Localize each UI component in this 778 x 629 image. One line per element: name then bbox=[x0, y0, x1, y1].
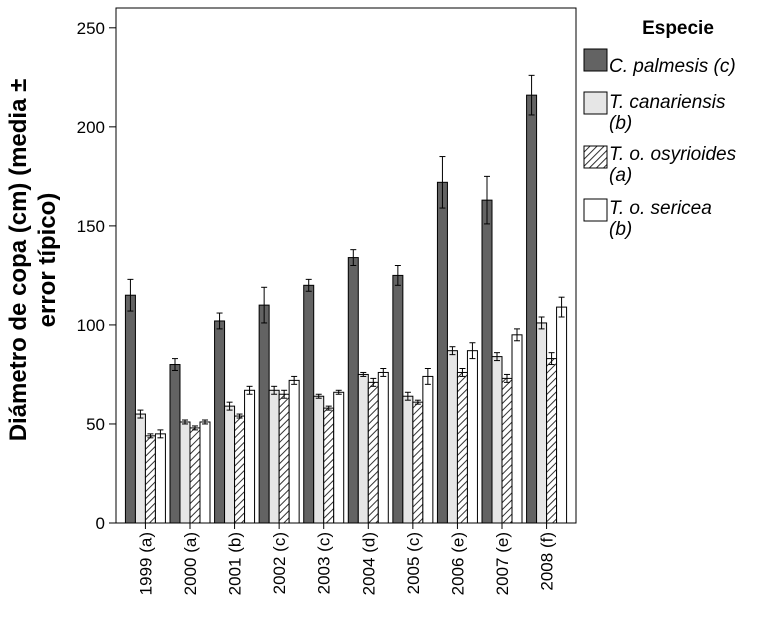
bar bbox=[526, 94, 538, 524]
bar bbox=[234, 415, 246, 524]
legend-label: (b) bbox=[609, 113, 632, 134]
bar bbox=[268, 389, 280, 524]
bar bbox=[199, 421, 211, 524]
legend-label: (a) bbox=[609, 165, 632, 186]
bar bbox=[491, 356, 503, 524]
bar bbox=[556, 306, 568, 524]
x-tick-label: 2007 (e) bbox=[493, 532, 512, 595]
bar bbox=[377, 371, 389, 524]
x-tick-label: 2000 (a) bbox=[181, 532, 200, 595]
x-tick-label: 2005 (c) bbox=[404, 532, 423, 594]
y-tick-label: 150 bbox=[77, 217, 105, 236]
bar bbox=[224, 405, 236, 524]
y-axis-label-line: error típico) bbox=[34, 193, 61, 328]
legend-label: T. o. osyrioides bbox=[609, 144, 737, 165]
bar bbox=[446, 350, 458, 524]
y-tick-label: 0 bbox=[96, 514, 105, 533]
x-tick-label: 2002 (c) bbox=[270, 532, 289, 594]
bar bbox=[501, 377, 513, 524]
legend-swatch bbox=[583, 91, 608, 115]
bar bbox=[189, 427, 201, 524]
bar bbox=[144, 435, 156, 524]
legend-label: C. palmesis (c) bbox=[609, 56, 736, 77]
legend-label: T. o. sericea bbox=[609, 198, 712, 219]
bar bbox=[258, 304, 270, 524]
plot-frame bbox=[115, 7, 577, 524]
y-tick-label: 250 bbox=[77, 19, 105, 38]
bar bbox=[169, 364, 181, 524]
legend-swatch bbox=[583, 198, 608, 222]
bar bbox=[333, 391, 345, 524]
bar bbox=[392, 274, 404, 524]
legend-label: T. canariensis bbox=[609, 92, 726, 113]
bar bbox=[436, 181, 448, 524]
bar bbox=[244, 389, 256, 524]
bar bbox=[323, 407, 335, 524]
bar bbox=[303, 284, 315, 524]
bar bbox=[456, 371, 468, 524]
x-tick-label: 1999 (a) bbox=[136, 532, 155, 595]
legend-label: (b) bbox=[609, 219, 632, 240]
bar bbox=[134, 413, 146, 524]
bar bbox=[124, 294, 136, 524]
y-tick-label: 50 bbox=[86, 415, 105, 434]
bar bbox=[536, 322, 548, 524]
bar bbox=[357, 373, 369, 524]
bar bbox=[347, 257, 359, 524]
bar bbox=[367, 381, 379, 524]
y-axis-label-line: Diámetro de copa (cm) (media ± bbox=[5, 79, 32, 442]
x-tick-label: 2003 (c) bbox=[315, 532, 334, 594]
bar bbox=[481, 199, 493, 524]
bar bbox=[313, 395, 325, 524]
bar bbox=[288, 379, 300, 524]
y-tick-label: 100 bbox=[77, 316, 105, 335]
bar bbox=[546, 358, 558, 524]
bar bbox=[154, 433, 166, 524]
bar bbox=[179, 421, 191, 524]
x-tick-label: 2006 (e) bbox=[448, 532, 467, 595]
bar bbox=[422, 375, 434, 524]
bar bbox=[466, 350, 478, 524]
bar bbox=[214, 320, 226, 524]
y-tick-label: 200 bbox=[77, 118, 105, 137]
legend-swatch bbox=[583, 48, 608, 72]
bar bbox=[511, 334, 523, 524]
plot-area: 0 50 100 150 200 250 1999 (a) 2000 (a) 2001 (b) 2… bbox=[77, 7, 577, 595]
x-tick-label: 2008 (f) bbox=[538, 532, 557, 591]
x-tick-label: 2004 (d) bbox=[359, 532, 378, 595]
x-tick-label: 2001 (b) bbox=[226, 532, 245, 595]
bar bbox=[402, 395, 414, 524]
bar bbox=[278, 393, 290, 524]
bar bbox=[412, 401, 424, 524]
legend-swatch bbox=[583, 145, 608, 169]
legend-title: Especie bbox=[642, 18, 714, 39]
y-axis-label: Diámetro de copa (cm) (media ± error típi… bbox=[5, 79, 61, 442]
